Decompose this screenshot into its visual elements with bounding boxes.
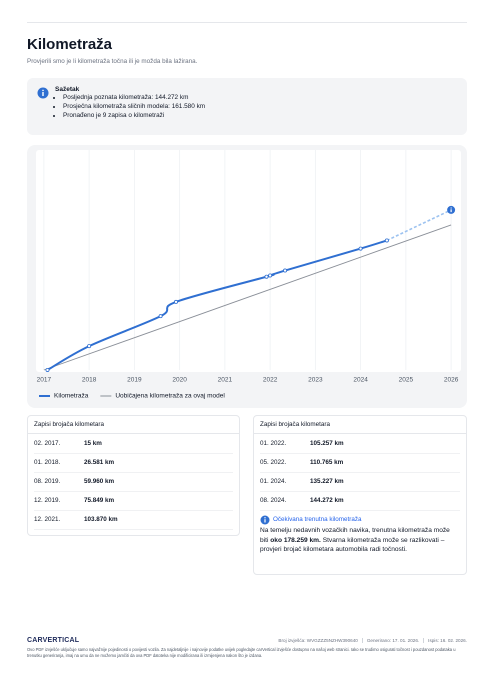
summary-item: Pronađeno je 9 zapisa o kilometraži xyxy=(63,111,205,120)
expected-title: Očekivana trenutna kilometraža xyxy=(273,516,362,523)
table-row: 12. 2021. 103.870 km xyxy=(34,511,233,530)
legend-label: Uobičajena kilometraža za ovaj model xyxy=(115,393,225,400)
mileage-point xyxy=(268,273,273,278)
record-date: 08. 2024. xyxy=(260,497,287,504)
table-row: 05. 2022. 110.765 km xyxy=(260,454,460,473)
record-date: 08. 2019. xyxy=(34,478,61,485)
info-glyph xyxy=(450,209,452,213)
records-table: Zapisi brojača kilometara 02. 2017. 15 km… xyxy=(27,415,240,536)
summary-title: Sažetak xyxy=(55,86,80,93)
chart: 2017 2018 2019 2020 2021 2022 2023 2024 2025 2026… xyxy=(36,150,461,400)
x-tick-label: 2022 xyxy=(263,377,278,384)
records-table: Zapisi brojača kilometara Očekivana tren… xyxy=(253,415,467,575)
page-title: Kilometraža xyxy=(27,36,113,53)
expected-text: Na temelju nedavnih vozačkih navika, tre… xyxy=(260,526,455,555)
table-row: 01. 2022. 105.257 km xyxy=(260,435,460,454)
mileage-point xyxy=(384,238,389,243)
x-tick-label: 2024 xyxy=(353,377,368,384)
info-icon xyxy=(37,87,49,99)
record-mileage: 105.257 km xyxy=(310,440,344,447)
top-rule xyxy=(27,22,467,23)
record-mileage: 144.272 km xyxy=(310,497,344,504)
record-date: 05. 2022. xyxy=(260,459,287,466)
summary-item: Prosječna kilometraža sličnih modela: 16… xyxy=(63,102,205,111)
record-date: 01. 2022. xyxy=(260,440,287,447)
page-subtitle: Provjerili smo je li kilometraža točna i… xyxy=(27,58,198,65)
expected-value: oko 178.259 km. xyxy=(270,536,321,544)
x-tick-label: 2018 xyxy=(82,377,97,384)
info-icon xyxy=(260,515,270,525)
table-row: 08. 2024. 144.272 km xyxy=(260,492,460,511)
record-mileage: 75.849 km xyxy=(84,497,115,504)
table-row: 08. 2019. 59.960 km xyxy=(34,473,233,492)
record-mileage: 59.960 km xyxy=(84,478,115,485)
mileage-point xyxy=(174,299,179,304)
x-tick-label: 2017 xyxy=(37,377,52,384)
mileage-point xyxy=(45,367,50,372)
table-row: 12. 2019. 75.849 km xyxy=(34,492,233,511)
footer-meta: Broj izvješća: WVGZZZ5NZHW390640 Generira… xyxy=(278,638,467,644)
mileage-point xyxy=(87,344,92,349)
record-date: 01. 2018. xyxy=(34,459,61,466)
x-tick-label: 2021 xyxy=(218,377,233,384)
mileage-point xyxy=(264,274,269,279)
x-tick-label: 2020 xyxy=(172,377,187,384)
record-mileage: 135.227 km xyxy=(310,478,344,485)
typical-line xyxy=(43,224,452,371)
record-mileage: 26.581 km xyxy=(84,459,115,466)
disclaimer: Ovo PDF izvješće uključuje samo najvažni… xyxy=(27,647,456,658)
record-date: 01. 2024. xyxy=(260,478,287,485)
legend-label: Kilometraža xyxy=(54,393,89,400)
record-date: 12. 2021. xyxy=(34,516,61,523)
table-title: Zapisi brojača kilometara xyxy=(260,421,330,428)
mileage-point xyxy=(283,268,288,273)
generated-date: Generirano: 17. 01. 2026. xyxy=(366,638,420,643)
record-mileage: 103.870 km xyxy=(84,516,118,523)
text: Na temelju nedavnih vozačkih navika, tre… xyxy=(260,527,450,544)
logo: CARVERTICAL xyxy=(27,637,80,644)
chart-card: 2017 2018 2019 2020 2021 2022 2023 2024 2025 2026… xyxy=(27,145,467,408)
mileage-point xyxy=(358,246,363,251)
plot-area xyxy=(36,150,461,372)
text: Stvarna kilometraža može se razlikovati … xyxy=(260,536,445,554)
summary-list: Posljednja poznata kilometraža: 144.272 … xyxy=(51,93,205,120)
x-tick-label: 2023 xyxy=(308,377,323,384)
x-tick-label: 2019 xyxy=(127,377,142,384)
record-date: 12. 2019. xyxy=(34,497,61,504)
x-tick-label: 2025 xyxy=(399,377,414,384)
projection-line xyxy=(386,209,452,242)
record-mileage: 110.765 km xyxy=(310,459,344,466)
record-mileage: 15 km xyxy=(84,440,102,447)
info-glyph xyxy=(450,207,452,209)
mileage-point xyxy=(158,314,163,319)
summary-item: Posljednja poznata kilometraža: 144.272 … xyxy=(63,93,205,102)
table-title: Zapisi brojača kilometara xyxy=(34,421,104,428)
table-row: 01. 2018. 26.581 km xyxy=(34,454,233,473)
print-date: Ispis: 16. 02. 2026. xyxy=(428,638,467,643)
record-date: 02. 2017. xyxy=(34,440,61,447)
report-number: Broj izvješća: WVGZZZ5NZHW390640 xyxy=(278,638,358,643)
x-tick-label: 2026 xyxy=(444,377,459,384)
table-row: 01. 2024. 135.227 km xyxy=(260,473,460,492)
summary-box: Sažetak Posljednja poznata kilometraža: … xyxy=(27,78,467,135)
table-row: 02. 2017. 15 km xyxy=(34,435,233,454)
